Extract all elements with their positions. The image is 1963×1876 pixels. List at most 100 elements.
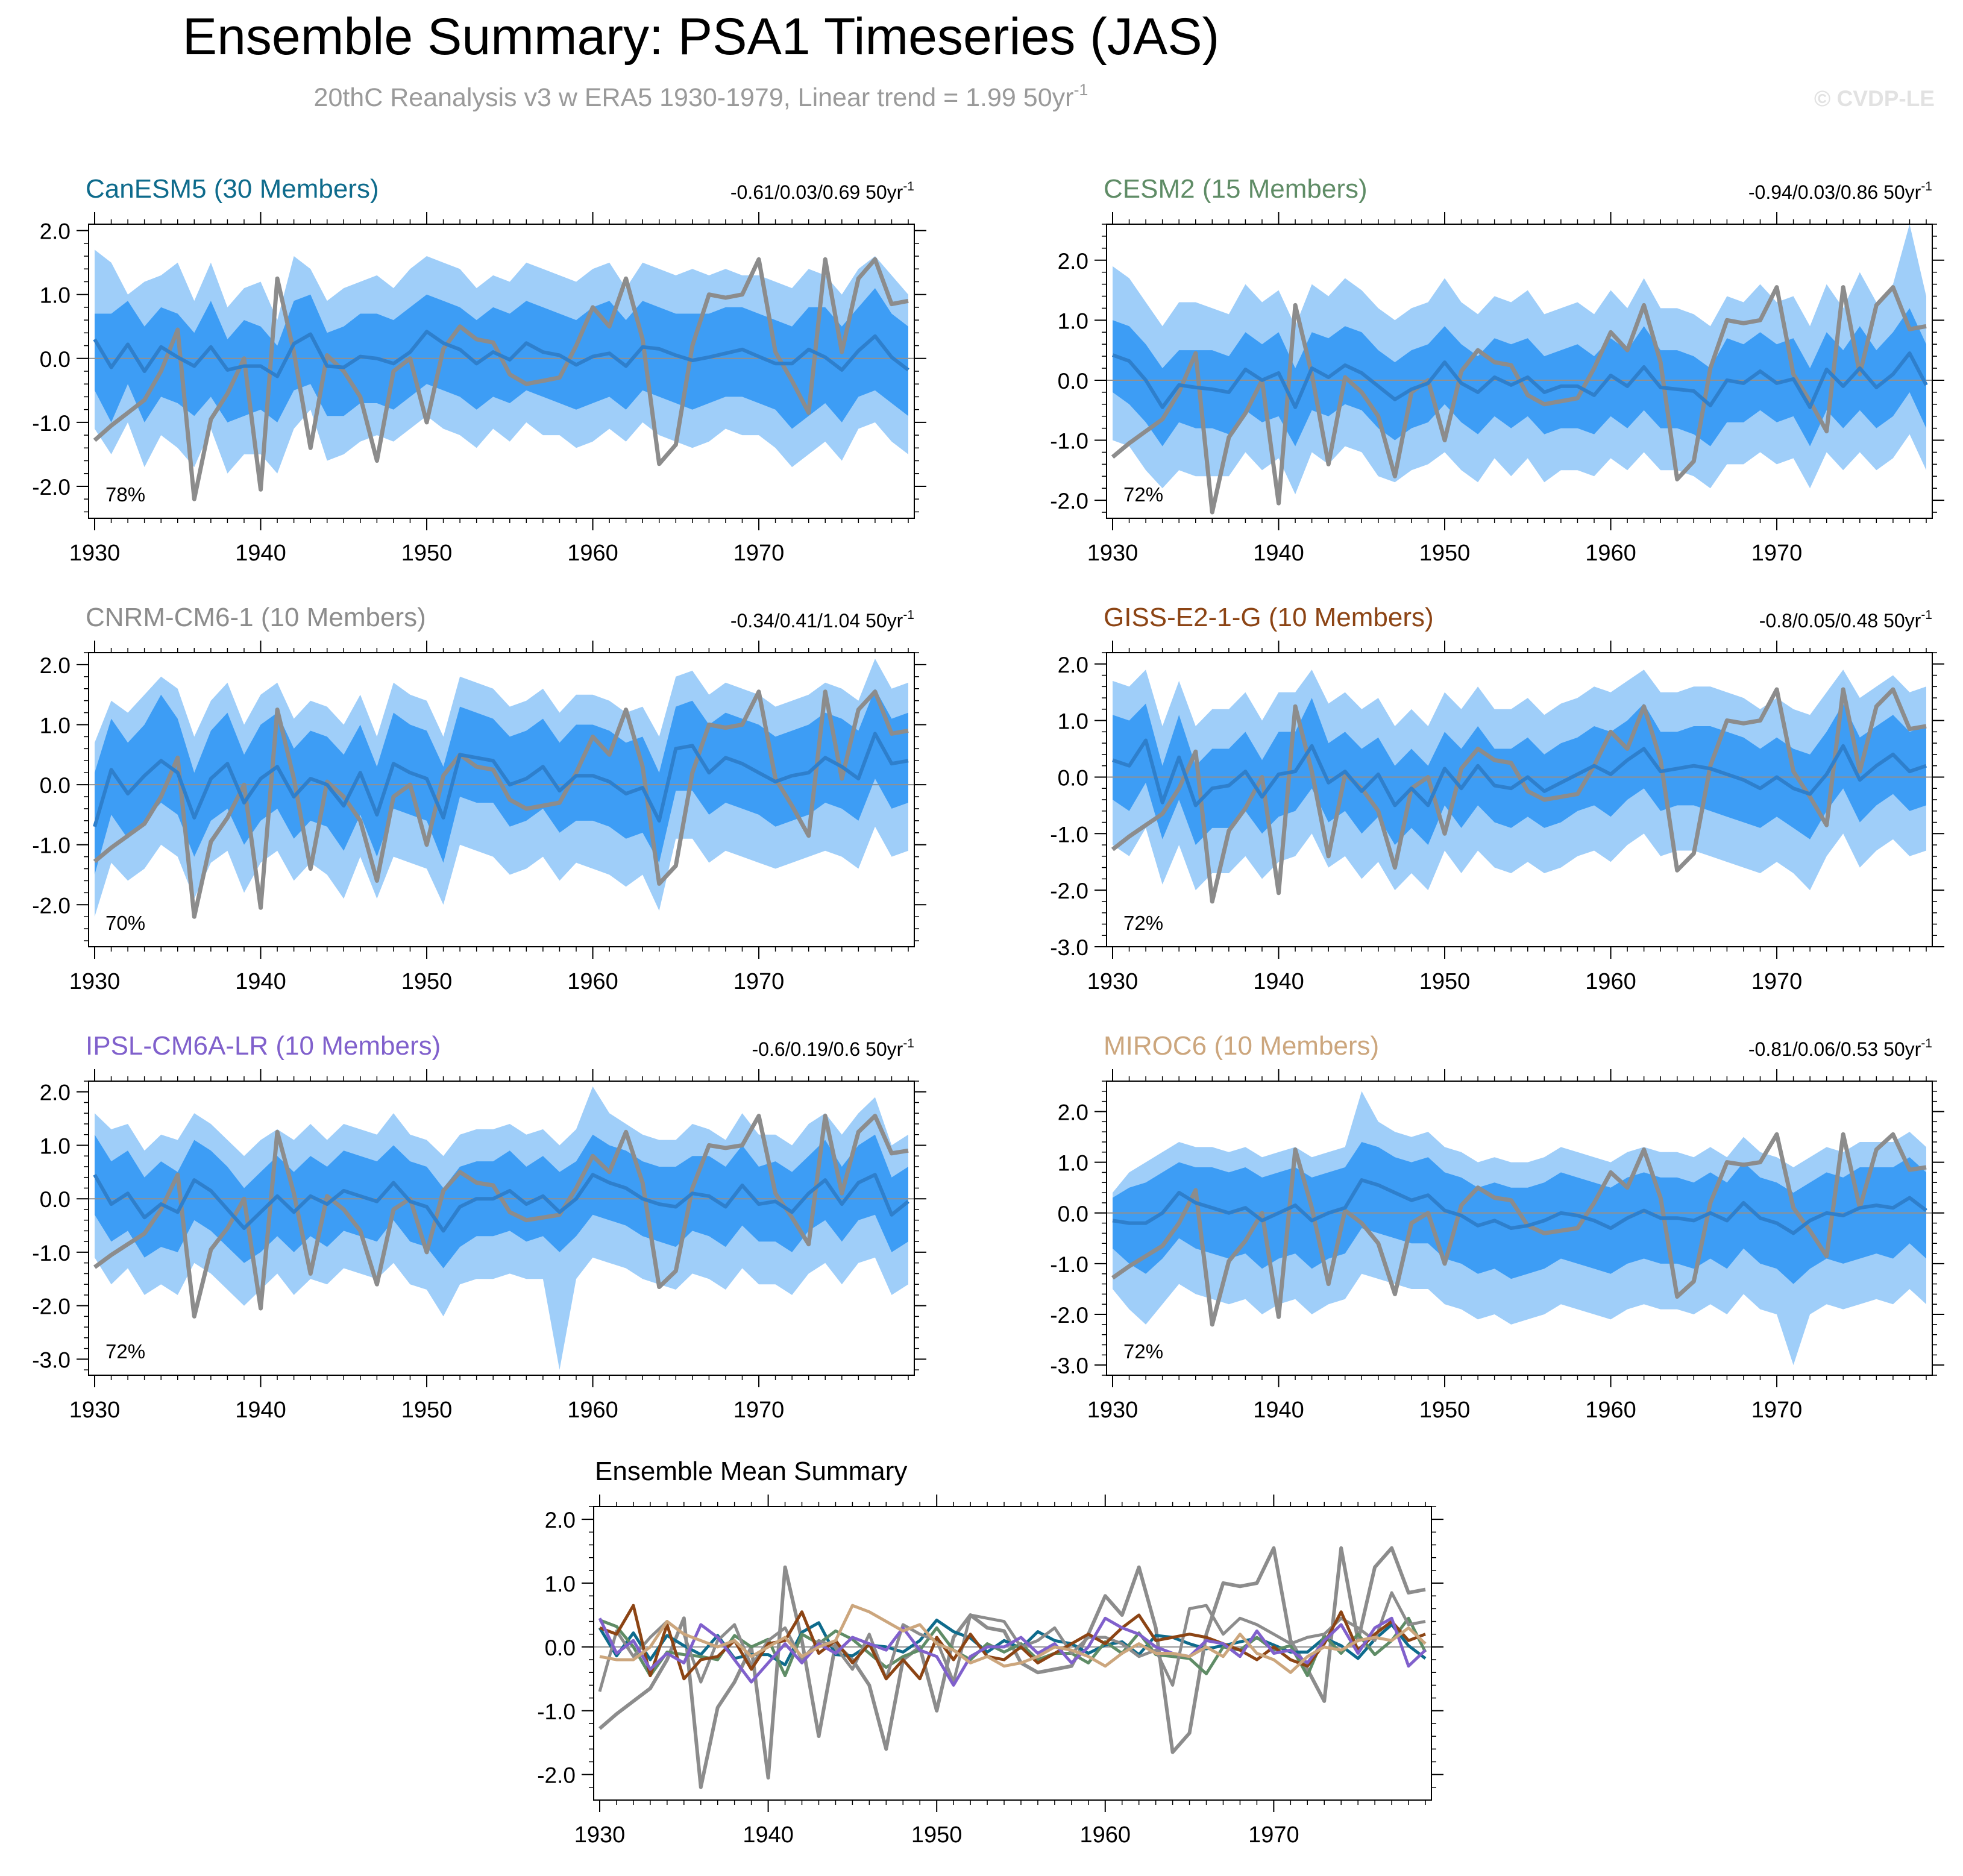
x-tick-label: 1960: [567, 541, 618, 566]
panel-title: CNRM-CM6-1 (10 Members): [86, 603, 426, 632]
plot-frame: [88, 1081, 915, 1376]
x-tick-label: 1930: [1087, 541, 1139, 566]
y-tick-label: 0.0: [40, 347, 71, 372]
observed-line: [93, 689, 909, 919]
plot-frame: [88, 652, 915, 947]
y-tick-label: 2.0: [1058, 653, 1088, 677]
x-tick-label: 1940: [743, 1822, 794, 1848]
observed-line: [93, 1114, 909, 1319]
y-tick-label: 1.0: [1058, 1151, 1088, 1176]
panel-4: -3.0 -2.0 -1.0 0.0 1.0 2.0 1930 1940 1950 1960 197…: [1050, 603, 1944, 994]
x-tick-label: 1940: [1253, 541, 1304, 566]
x-tick-label: 1930: [1087, 969, 1139, 994]
x-tick-label: 1950: [401, 969, 453, 994]
percent-label: 72%: [1123, 483, 1163, 506]
trend-range-label: -0.81/0.06/0.53 50yr-1: [1748, 1037, 1932, 1060]
panel-title: MIROC6 (10 Members): [1104, 1031, 1379, 1061]
ensemble-mean-line-miroc6: [599, 1604, 1427, 1674]
y-tick-label: 0.0: [1058, 765, 1088, 790]
y-tick-label: -1.0: [32, 1241, 71, 1266]
x-tick-label: 1940: [235, 1398, 286, 1423]
x-tick-label: 1940: [1253, 969, 1304, 994]
ensemble-mean-line-cnrm-cm6-1: [598, 1591, 1426, 1692]
ensemble-mean-line-giss-e2-1-g: [599, 1604, 1426, 1681]
subtitle-text: 20thC Reanalysis v3 w ERA5 1930-1979, Li…: [314, 83, 1074, 112]
plot-data: [594, 1546, 1431, 1789]
y-tick-label: 2.0: [40, 219, 71, 244]
trend-range-exponent: -1: [903, 608, 914, 622]
plot-frame: [1106, 224, 1933, 519]
y-tick-label: -1.0: [537, 1699, 576, 1724]
y-tick-label: 2.0: [1058, 1100, 1088, 1125]
panel-7: -2.0 -1.0 0.0 1.0 2.0 1930 1940 1950 1960 1970 Ens…: [537, 1457, 1443, 1848]
y-tick-label: 0.0: [1058, 369, 1088, 394]
trend-range-exponent: -1: [1921, 180, 1932, 193]
x-tick-label: 1950: [1419, 969, 1471, 994]
panel-3: -2.0 -1.0 0.0 1.0 2.0 1930 1940 1950 1960 1970 CNR…: [32, 603, 926, 994]
y-tick-label: -1.0: [1050, 822, 1088, 847]
figure-subtitle: 20thC Reanalysis v3 w ERA5 1930-1979, Li…: [314, 81, 1088, 112]
x-tick-label: 1950: [911, 1822, 963, 1848]
y-tick-label: 1.0: [40, 1134, 71, 1158]
x-tick-label: 1960: [567, 969, 618, 994]
y-tick-label: 0.0: [1058, 1202, 1088, 1226]
plot-data: [89, 249, 914, 501]
ensemble-mean-line-ipsl-cm6a-lr: [598, 1616, 1427, 1687]
y-tick-label: -1.0: [1050, 1252, 1088, 1277]
x-tick-label: 1960: [1585, 541, 1636, 566]
x-tick-label: 1930: [69, 541, 121, 566]
x-tick-label: 1970: [733, 541, 785, 566]
panel-5: -3.0 -2.0 -1.0 0.0 1.0 2.0 1930 1940 1950 1960 197…: [32, 1031, 926, 1423]
x-tick-label: 1970: [733, 969, 785, 994]
observed-line: [1111, 687, 1927, 904]
ensemble-mean-line: [93, 732, 909, 827]
panel-6: -3.0 -2.0 -1.0 0.0 1.0 2.0 1930 1940 1950 1960 197…: [1050, 1031, 1944, 1423]
panel-title: CESM2 (15 Members): [1104, 174, 1368, 204]
observed-line: [1111, 1132, 1927, 1327]
trend-range-text: -0.61/0.03/0.69 50yr: [730, 181, 903, 203]
x-tick-label: 1970: [1751, 541, 1803, 566]
ensemble-mean-line: [1112, 738, 1927, 808]
x-tick-label: 1950: [401, 1398, 453, 1423]
trend-range-exponent: -1: [903, 1037, 914, 1050]
plot-frame: [593, 1506, 1432, 1801]
y-tick-label: -2.0: [32, 1294, 71, 1319]
trend-range-exponent: -1: [1921, 608, 1932, 622]
y-tick-label: 0.0: [40, 1187, 71, 1212]
y-tick-label: -1.0: [32, 411, 71, 436]
y-tick-label: 2.0: [40, 1081, 71, 1105]
y-tick-label: -2.0: [537, 1763, 576, 1788]
panels-container: -2.0 -1.0 0.0 1.0 2.0 1930 1940 1950 1960 1970 Can…: [32, 174, 1944, 1848]
x-tick-label: 1960: [1585, 1398, 1636, 1423]
x-tick-label: 1970: [733, 1398, 785, 1423]
percent-label: 72%: [1123, 1340, 1163, 1363]
plot-data: [1107, 670, 1932, 904]
trend-range-label: -0.6/0.19/0.6 50yr-1: [752, 1037, 914, 1060]
ensemble-mean-line-cesm2: [599, 1616, 1427, 1678]
y-tick-label: 1.0: [1058, 309, 1088, 333]
trend-range-label: -0.94/0.03/0.86 50yr-1: [1748, 180, 1932, 203]
plot-data: [89, 659, 914, 919]
x-tick-label: 1950: [1419, 1398, 1471, 1423]
y-tick-label: 1.0: [545, 1572, 576, 1596]
y-tick-label: 2.0: [1058, 249, 1088, 274]
plot-frame: [1106, 1081, 1933, 1376]
x-tick-label: 1930: [574, 1822, 626, 1848]
trend-range-label: -0.8/0.05/0.48 50yr-1: [1759, 608, 1932, 632]
x-tick-label: 1930: [1087, 1398, 1139, 1423]
y-tick-label: -3.0: [32, 1347, 71, 1372]
trend-range-label: -0.61/0.03/0.69 50yr-1: [730, 180, 914, 203]
subtitle-exponent: -1: [1073, 81, 1088, 99]
panel-1: -2.0 -1.0 0.0 1.0 2.0 1930 1940 1950 1960 1970 Can…: [32, 174, 926, 566]
trend-range-text: -0.6/0.19/0.6 50yr: [752, 1038, 903, 1060]
percent-label: 70%: [105, 912, 145, 934]
trend-range-exponent: -1: [1921, 1037, 1932, 1050]
y-tick-label: 2.0: [40, 653, 71, 678]
x-tick-label: 1970: [1751, 1398, 1803, 1423]
x-tick-label: 1970: [1751, 969, 1803, 994]
watermark: © CVDP-LE: [1814, 86, 1935, 111]
plot-data: [89, 1086, 914, 1370]
ensemble-mean-line: [1111, 351, 1928, 409]
ensemble-mean-line: [93, 330, 909, 378]
